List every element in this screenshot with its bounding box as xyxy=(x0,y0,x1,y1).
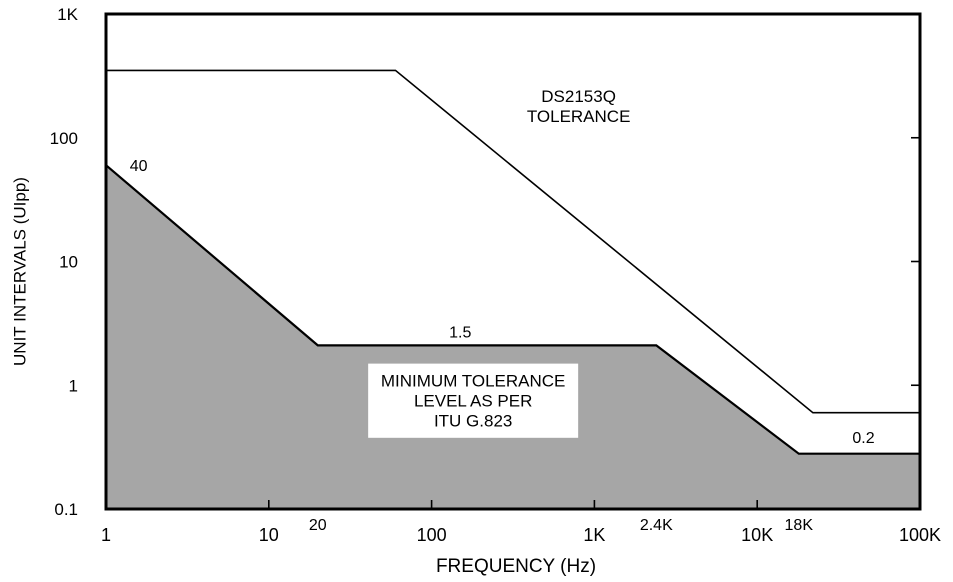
x-tick-label: 1K xyxy=(583,525,605,545)
x-tick-label: 10K xyxy=(741,525,773,545)
y-tick-label: 1 xyxy=(69,376,78,395)
y-tick-label: 1K xyxy=(57,5,78,24)
x-tick-label: 100 xyxy=(417,525,447,545)
x-tick-label: 100K xyxy=(899,525,941,545)
freq-label-20: 20 xyxy=(309,517,327,534)
value-label-0-2: 0.2 xyxy=(852,430,874,447)
y-tick-label: 10 xyxy=(59,253,78,272)
value-label-40: 40 xyxy=(130,158,148,175)
annotation-layer: DS2153Q TOLERANCE MINIMUM TOLERANCE LEVEL A… xyxy=(130,87,875,534)
x-axis-title: FREQUENCY (Hz) xyxy=(436,556,596,577)
freq-label-18k: 18K xyxy=(785,517,814,534)
itu-minimum-tolerance-line xyxy=(105,164,920,455)
y-tick-label: 0.1 xyxy=(54,500,78,519)
x-tick-label: 1 xyxy=(101,525,111,545)
area-label-itu: MINIMUM TOLERANCE LEVEL AS PER ITU G.823 xyxy=(381,372,566,431)
y-axis-title: UNIT INTERVALS (UIpp) xyxy=(10,177,29,366)
itu-label-box xyxy=(368,363,579,438)
series-label-ds2153q: DS2153Q TOLERANCE xyxy=(527,87,631,126)
itu-minimum-tolerance-area xyxy=(106,165,920,509)
value-label-1-5: 1.5 xyxy=(449,324,471,341)
tick-layer: 1 10 100 1K 10K 100K 0.1 1 10 100 1K xyxy=(50,5,941,545)
ds2153q-tolerance-line xyxy=(106,69,920,414)
x-tick-label: 10 xyxy=(259,525,279,545)
series-layer xyxy=(105,69,920,509)
y-tick-label: 100 xyxy=(50,129,78,148)
freq-label-2-4k: 2.4K xyxy=(640,517,673,534)
